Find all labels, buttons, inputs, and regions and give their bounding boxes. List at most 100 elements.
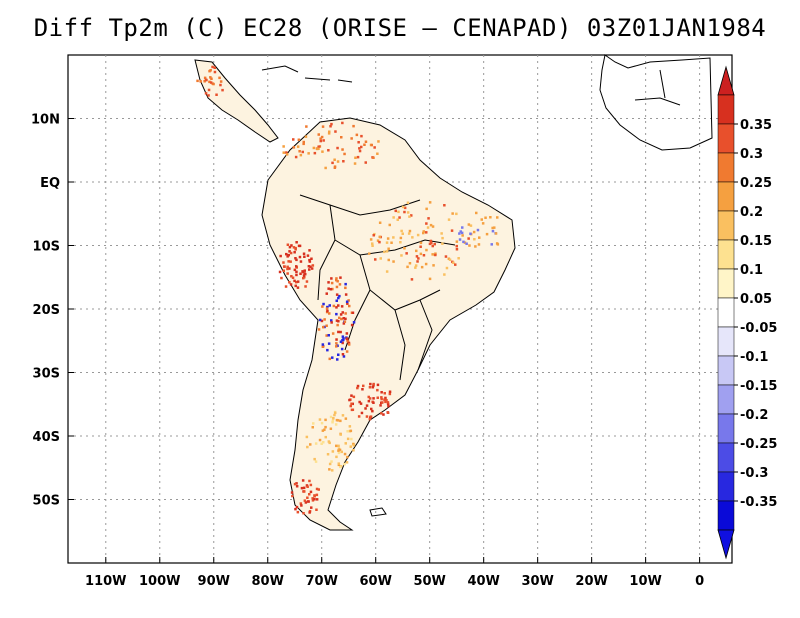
anomaly-dot [340, 450, 343, 454]
anomaly-dot [339, 276, 342, 279]
anomaly-dot [380, 396, 383, 399]
anomaly-dot [203, 80, 206, 83]
colorbar-tick-label: -0.3 [740, 466, 768, 481]
anomaly-dot [331, 469, 334, 472]
anomaly-dot [478, 236, 481, 239]
anomaly-dot [289, 283, 293, 286]
colorbar-tick-label: 0.3 [740, 147, 763, 162]
anomaly-dot [371, 242, 374, 245]
anomaly-dot [382, 413, 385, 416]
anomaly-dot [297, 138, 301, 141]
anomaly-dot [324, 418, 327, 422]
anomaly-dot [337, 449, 340, 452]
anomaly-dot [434, 253, 437, 257]
anomaly-dot [321, 305, 324, 308]
anomaly-dot [330, 281, 334, 285]
anomaly-dot [420, 265, 424, 269]
anomaly-dot [346, 437, 350, 441]
anomaly-dot [279, 254, 282, 258]
anomaly-dot [308, 249, 311, 252]
anomaly-dot [356, 384, 360, 388]
anomaly-dot [451, 212, 454, 215]
anomaly-dot [342, 317, 345, 320]
anomaly-dot [295, 280, 298, 284]
anomaly-dot [425, 222, 428, 225]
anomaly-dot [317, 488, 320, 491]
anomaly-dot [408, 262, 412, 265]
anomaly-dot [377, 140, 380, 143]
anomaly-dot [476, 228, 480, 232]
anomaly-dot [380, 397, 383, 401]
anomaly-dot [388, 390, 392, 393]
anomaly-dot [341, 311, 344, 314]
anomaly-dot [335, 306, 338, 309]
anomaly-dot [468, 244, 471, 247]
anomaly-dot [338, 283, 342, 286]
y-axis-labels: 10N EQ 10S 20S 30S 40S 50S [31, 113, 74, 509]
anomaly-dot [394, 209, 397, 213]
anomaly-dot [368, 417, 372, 421]
anomaly-dot [380, 391, 383, 394]
colorbar-segment [717, 500, 735, 531]
anomaly-dot [278, 270, 282, 274]
anomaly-dot [326, 348, 329, 352]
anomaly-dot [376, 152, 379, 155]
anomaly-dot [344, 317, 347, 321]
anomaly-dot [334, 423, 338, 426]
anomaly-dot [365, 404, 369, 407]
anomaly-dot [345, 461, 349, 464]
anomaly-dot [336, 358, 339, 361]
anomaly-dot [376, 396, 379, 399]
colorbar-segment [717, 297, 735, 328]
anomaly-dot [328, 468, 331, 471]
colorbar-tick-label: -0.15 [740, 379, 777, 394]
anomaly-dot [308, 479, 311, 483]
anomaly-dot [491, 226, 494, 230]
y-tick-label: 40S [33, 430, 60, 445]
colorbar-segment [717, 471, 735, 502]
anomaly-dot [327, 342, 331, 345]
anomaly-dot [320, 135, 324, 139]
anomaly-dot [431, 253, 434, 256]
colorbar-tick-label: 0.25 [740, 176, 772, 191]
anomaly-dot [422, 231, 425, 235]
anomaly-dot [296, 145, 300, 148]
anomaly-dot [215, 93, 218, 96]
anomaly-dot [346, 302, 349, 305]
anomaly-dot [341, 353, 345, 356]
anomaly-dot [385, 399, 388, 402]
anomaly-dot [406, 265, 409, 269]
anomaly-dot [388, 223, 391, 227]
anomaly-dot [443, 204, 446, 207]
anomaly-dot [308, 511, 311, 514]
anomaly-dot [339, 340, 343, 343]
anomaly-dot [369, 415, 373, 418]
anomaly-dot [211, 65, 214, 69]
anomaly-dot [347, 299, 350, 302]
anomaly-dot [349, 429, 353, 433]
anomaly-dot [296, 286, 300, 289]
anomaly-dot [341, 341, 344, 345]
anomaly-dot [384, 400, 387, 404]
anomaly-dot [408, 215, 411, 218]
anomaly-dot [339, 433, 342, 436]
anomaly-dot [286, 272, 289, 275]
anomaly-dot [352, 449, 355, 452]
anomaly-dot [406, 211, 410, 214]
anomaly-dot [372, 384, 375, 387]
anomaly-dot [475, 211, 478, 215]
anomaly-dot [368, 397, 372, 400]
anomaly-dot [293, 279, 296, 283]
anomaly-dot [219, 80, 223, 83]
anomaly-dot [339, 419, 342, 423]
anomaly-dot [307, 265, 311, 268]
anomaly-dot [330, 277, 333, 280]
anomaly-dot [323, 428, 326, 431]
anomaly-dot [415, 249, 418, 253]
anomaly-dot [336, 160, 340, 163]
anomaly-dot [288, 267, 291, 270]
anomaly-dot [327, 334, 330, 337]
anomaly-dot [364, 140, 368, 143]
anomaly-dot [434, 252, 437, 255]
anomaly-dot [357, 141, 360, 144]
